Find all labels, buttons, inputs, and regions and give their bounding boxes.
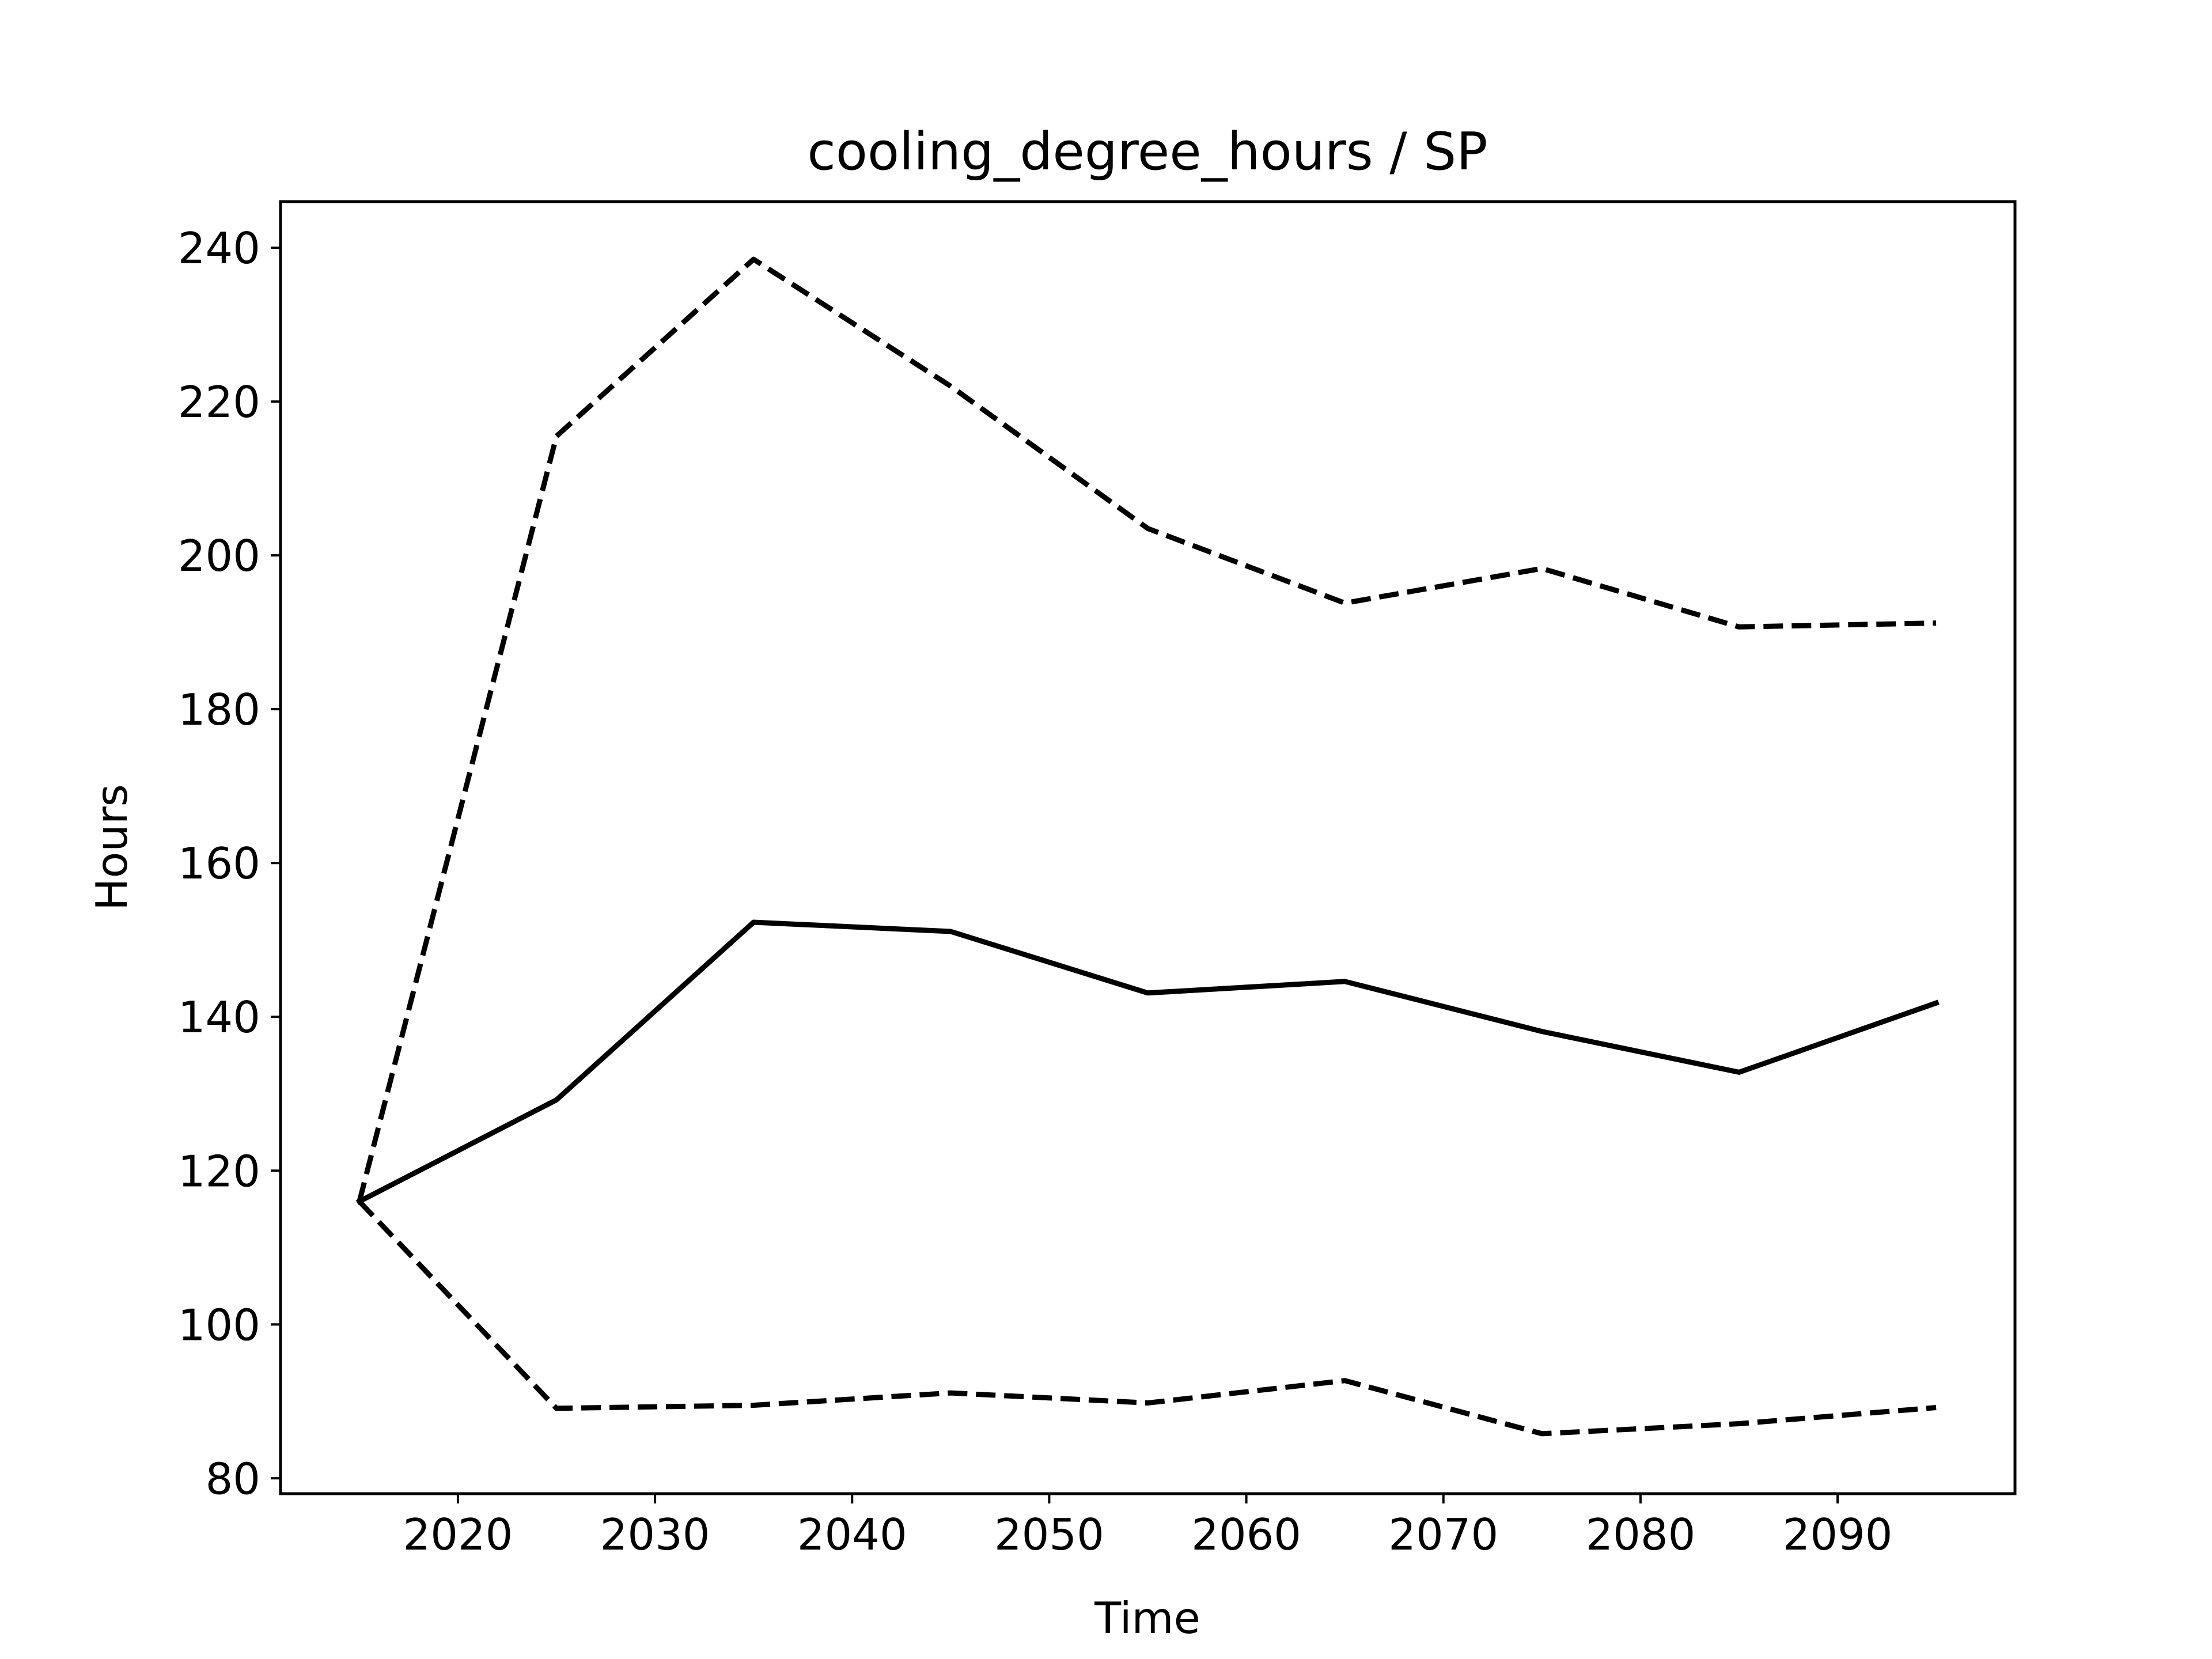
x-tick-label: 2070 <box>1388 1509 1498 1560</box>
y-tick-label: 100 <box>178 1300 260 1350</box>
y-tick-label: 120 <box>178 1146 260 1196</box>
x-tick-label: 2060 <box>1191 1509 1301 1560</box>
y-tick-label: 160 <box>178 838 260 889</box>
x-tick-label: 2030 <box>600 1509 710 1560</box>
series-line-2 <box>355 919 1940 1205</box>
y-axis-ticks: 80 100 120 140 160 180 200 220 240 <box>178 223 281 1504</box>
x-tick-label: 2080 <box>1585 1509 1695 1560</box>
chart-title: cooling_degree_hours / SP <box>807 122 1487 182</box>
x-tick-label: 2020 <box>403 1509 513 1560</box>
y-tick-label: 80 <box>206 1453 260 1504</box>
x-tick-label: 2090 <box>1783 1509 1893 1560</box>
y-tick-label: 240 <box>178 223 260 274</box>
series-layer <box>355 256 1940 1437</box>
y-axis-label: Hours <box>86 784 137 911</box>
plot-area-frame <box>279 200 2017 1495</box>
x-axis-ticks: 2020 2030 2040 2050 2060 2070 2080 2090 <box>403 1494 1893 1560</box>
series-line-3 <box>357 1199 1937 1437</box>
y-tick-label: 220 <box>178 377 260 427</box>
y-tick-label: 200 <box>178 531 260 581</box>
x-tick-label: 2040 <box>797 1509 907 1560</box>
y-tick-label: 180 <box>178 684 260 735</box>
y-tick-label: 140 <box>178 992 260 1043</box>
x-tick-label: 2050 <box>994 1509 1104 1560</box>
series-line-1 <box>357 256 1937 1202</box>
x-axis-label: Time <box>1094 1593 1200 1643</box>
